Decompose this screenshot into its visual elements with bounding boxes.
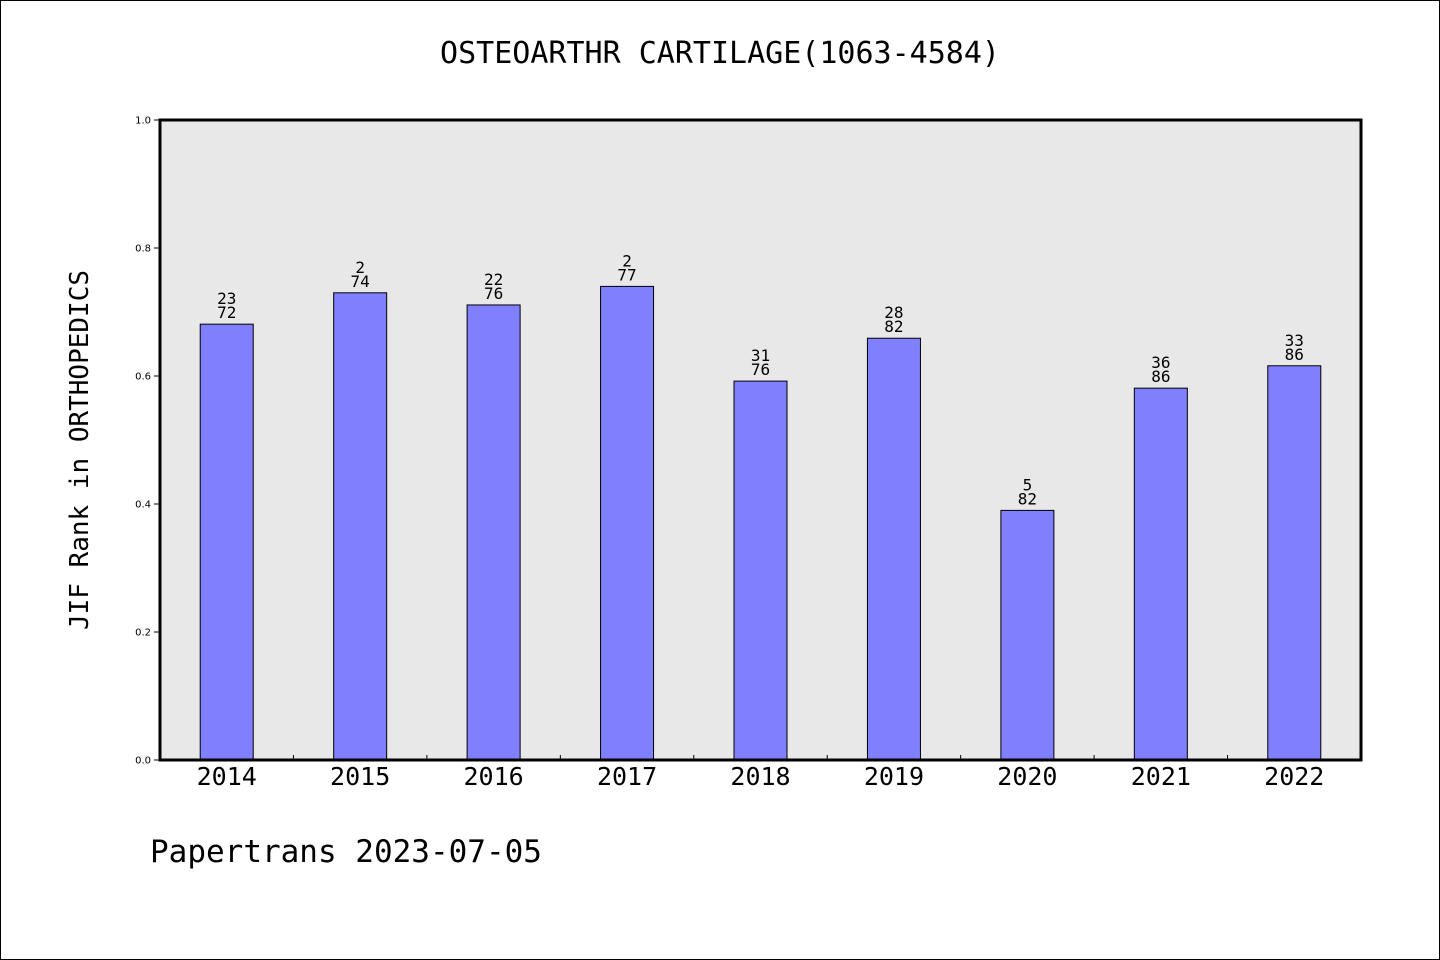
y-tick-label: 0.0: [135, 756, 151, 767]
bar-total-label: 82: [1018, 489, 1037, 508]
x-tick-label: 2015: [330, 762, 390, 791]
x-tick-label: 2017: [597, 762, 657, 791]
x-tick-label: 2018: [730, 762, 790, 791]
bar-2018: [733, 380, 788, 761]
bar-total-label: 82: [884, 317, 903, 336]
bar-total-label: 76: [484, 284, 503, 303]
bar-rank-label: 2: [622, 251, 632, 270]
bar-rank-label: 5: [1023, 475, 1033, 494]
y-tick-label: 0.2: [135, 628, 151, 639]
bar-rank-label: 23: [217, 289, 236, 308]
bar-2019: [866, 337, 921, 761]
bar-total-label: 76: [751, 360, 770, 379]
x-tick-label: 2021: [1131, 762, 1191, 791]
bar-rank-label: 36: [1151, 353, 1170, 372]
bar-rank-label: 2: [355, 258, 365, 277]
bar-total-label: 86: [1285, 345, 1304, 364]
bar-rank-label: 33: [1285, 331, 1304, 350]
bar-2016: [466, 304, 521, 761]
footer-text: Papertrans 2023-07-05: [150, 834, 542, 870]
y-tick-label: 0.8: [135, 244, 151, 255]
y-tick-label: 0.6: [135, 372, 151, 383]
bar-rank-label: 22: [484, 270, 503, 289]
bar-2022: [1267, 365, 1322, 761]
bar-rank-label: 28: [884, 303, 903, 322]
chart-title: OSTEOARTHR CARTILAGE(1063-4584): [440, 36, 1000, 71]
bar-2020: [1000, 509, 1055, 761]
bar-2017: [600, 285, 655, 761]
x-tick-label: 2014: [197, 762, 257, 791]
bar-2021: [1133, 387, 1188, 761]
bar-total-label: 77: [617, 265, 636, 284]
bar-total-label: 72: [217, 303, 236, 322]
x-tick-label: 2019: [864, 762, 924, 791]
bar-2015: [333, 292, 388, 761]
x-tick-label: 2016: [464, 762, 524, 791]
bar-total-label: 86: [1151, 367, 1170, 386]
y-tick-label: 1.0: [135, 116, 151, 127]
x-tick-label: 2022: [1264, 762, 1324, 791]
x-tick-label: 2020: [997, 762, 1057, 791]
plot-border: [158, 118, 1363, 762]
bar-2014: [199, 323, 254, 761]
bar-rank-label: 31: [751, 346, 770, 365]
y-tick-label: 0.4: [135, 500, 151, 511]
bar-total-label: 74: [351, 272, 370, 291]
